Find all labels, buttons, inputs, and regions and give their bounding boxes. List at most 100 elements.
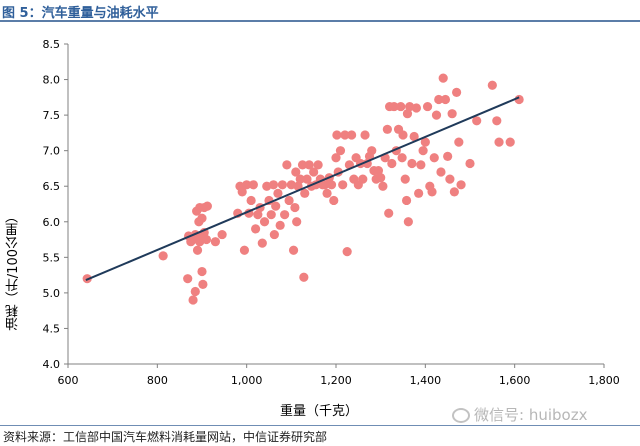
data-point xyxy=(271,201,281,211)
data-point xyxy=(190,286,200,297)
data-point xyxy=(257,238,267,248)
data-point xyxy=(407,158,417,169)
data-point xyxy=(259,217,270,227)
axes xyxy=(64,43,605,368)
data-point xyxy=(338,180,348,190)
data-point xyxy=(401,195,412,206)
data-point xyxy=(280,210,290,220)
data-point xyxy=(210,237,220,247)
x-axis-label: 重量（千克） xyxy=(280,404,359,419)
data-point xyxy=(202,201,212,211)
data-point xyxy=(158,251,168,261)
data-point xyxy=(416,160,426,170)
x-tick-label: 800 xyxy=(147,374,168,387)
data-point xyxy=(198,279,208,289)
data-point xyxy=(302,174,312,184)
data-point xyxy=(248,180,258,190)
data-point xyxy=(251,224,261,234)
data-point xyxy=(269,229,279,240)
data-point xyxy=(268,180,279,190)
data-point xyxy=(320,180,330,190)
data-point xyxy=(429,153,439,163)
data-point xyxy=(242,180,252,190)
data-point xyxy=(397,153,407,163)
data-point xyxy=(389,101,399,112)
y-tick-label: 6.5 xyxy=(43,180,61,193)
watermark-text: 微信号: huibozx xyxy=(474,406,588,424)
data-point xyxy=(494,137,504,147)
x-tick-label: 1,800 xyxy=(588,374,620,387)
data-point xyxy=(332,130,342,140)
y-tick-label: 7.0 xyxy=(43,145,61,158)
y-tick-label: 5.0 xyxy=(43,287,61,300)
data-point xyxy=(266,210,276,220)
data-point xyxy=(376,173,386,183)
data-point xyxy=(436,167,446,177)
data-point xyxy=(445,174,455,184)
y-tick-label: 4.0 xyxy=(43,358,61,371)
figure-title: 图 5：汽车重量与油耗水平 xyxy=(2,6,159,21)
data-point xyxy=(197,266,207,277)
data-point xyxy=(290,202,300,213)
source-divider xyxy=(0,425,640,426)
trendline-group xyxy=(85,96,520,282)
data-point xyxy=(403,217,413,227)
data-point xyxy=(487,80,497,90)
data-point xyxy=(367,146,377,156)
data-point xyxy=(398,130,408,140)
data-point xyxy=(322,188,332,198)
data-point xyxy=(411,103,421,113)
x-tick-label: 600 xyxy=(58,374,79,387)
data-point xyxy=(418,146,428,156)
data-point xyxy=(409,131,419,142)
data-point xyxy=(293,181,303,191)
data-point xyxy=(438,73,448,83)
data-point xyxy=(396,101,406,112)
data-point xyxy=(299,272,309,282)
data-point xyxy=(347,130,357,140)
data-point xyxy=(288,245,299,255)
data-point xyxy=(382,124,392,134)
data-point xyxy=(456,180,466,190)
data-point xyxy=(422,101,433,112)
data-point xyxy=(201,234,212,245)
data-point xyxy=(275,220,285,230)
data-point xyxy=(414,188,424,198)
data-point xyxy=(309,167,319,177)
watermark: 微信号: huibozx xyxy=(452,404,587,425)
y-tick-label: 8.5 xyxy=(43,38,61,51)
data-point xyxy=(297,160,308,170)
data-point xyxy=(197,213,207,223)
data-point xyxy=(335,146,346,156)
data-point xyxy=(387,158,397,169)
y-tick-label: 7.5 xyxy=(43,109,61,122)
data-point xyxy=(492,116,502,126)
data-point xyxy=(454,137,464,147)
data-point xyxy=(402,109,413,119)
data-point xyxy=(373,165,384,176)
data-point xyxy=(284,195,294,206)
data-point xyxy=(282,160,292,170)
trendline xyxy=(85,96,520,282)
data-point xyxy=(331,153,341,163)
x-tick-label: 1,400 xyxy=(410,374,442,387)
data-point xyxy=(300,188,310,198)
data-point xyxy=(237,187,247,197)
x-tick-label: 1,000 xyxy=(231,374,263,387)
y-tick-label: 4.5 xyxy=(43,322,61,335)
title-bar: 图 5：汽车重量与油耗水平 xyxy=(0,0,640,22)
data-point xyxy=(340,130,350,140)
data-point xyxy=(505,137,515,147)
data-point xyxy=(329,195,339,206)
data-point xyxy=(342,247,352,257)
scatter-points xyxy=(82,73,524,305)
data-point xyxy=(427,187,437,197)
data-point xyxy=(304,160,314,170)
data-point xyxy=(183,274,193,284)
data-point xyxy=(277,180,287,190)
data-point xyxy=(447,109,457,119)
y-axis-label: 油耗（升/100公里） xyxy=(6,210,21,331)
y-tick-label: 5.5 xyxy=(43,251,61,264)
y-tick-label: 8.0 xyxy=(43,74,61,87)
data-point xyxy=(292,217,302,227)
